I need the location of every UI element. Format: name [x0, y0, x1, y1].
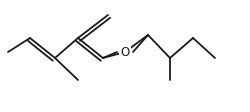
Text: O: O: [120, 45, 130, 58]
